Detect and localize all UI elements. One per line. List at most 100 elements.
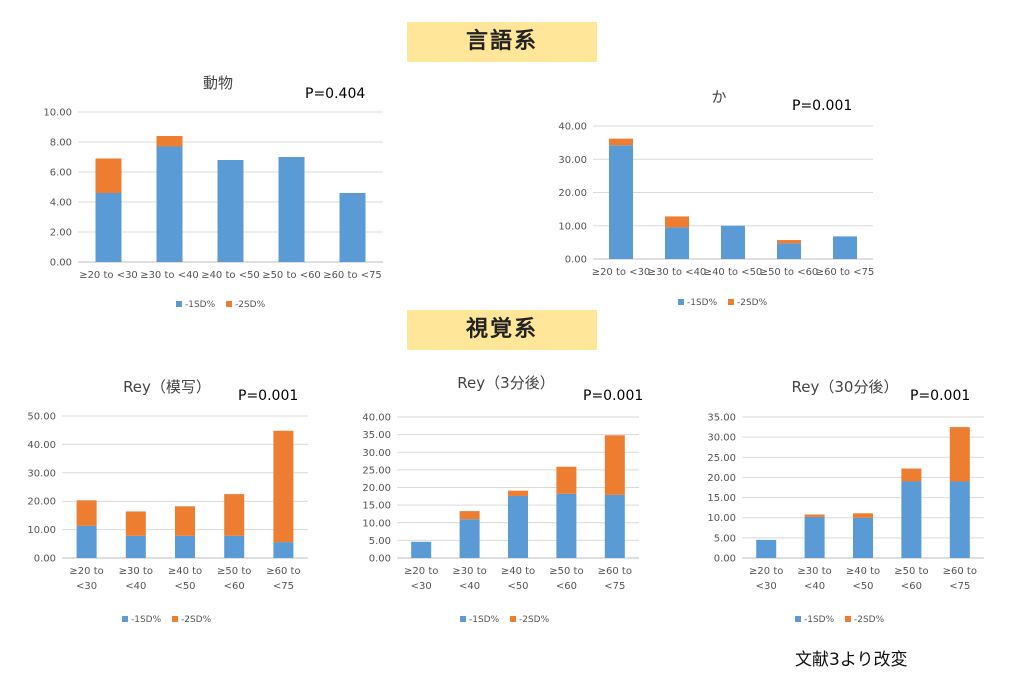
legend-swatch — [510, 616, 516, 622]
y-tick-label: 35.00 — [707, 413, 736, 424]
y-tick-label: 0.00 — [369, 554, 391, 565]
bar-sd1-5 — [604, 494, 625, 558]
bar-sd2-4 — [777, 240, 801, 244]
x-tick-label: <40 — [459, 581, 480, 592]
bar-sd2-2 — [125, 511, 146, 536]
x-tick-label: ≥60 to <75 — [323, 270, 382, 281]
bar-sd2-2 — [665, 216, 689, 228]
x-tick-label: ≥50 to — [894, 566, 928, 577]
y-tick-label: 0.00 — [714, 554, 736, 565]
chart-rey-copy: 0.00 10.00 20.00 30.00 40.00 50.00 ≥20 to <30 ≥3… — [27, 378, 308, 625]
legend-swatch — [172, 616, 178, 622]
y-tick-label: 20.00 — [362, 483, 391, 494]
y-tick-label: 10.00 — [362, 518, 391, 529]
y-tick-label: 50.00 — [27, 412, 56, 423]
bar-sd1-1 — [756, 539, 777, 558]
bar-sd1-3 — [508, 495, 528, 558]
p-value-annotation: P=0.001 — [910, 388, 970, 404]
bar-sd1-2 — [665, 227, 689, 259]
bar-sd1-1 — [609, 145, 633, 259]
x-tick-label: <50 — [852, 581, 873, 592]
x-tick-label: ≥60 to <75 — [816, 267, 875, 278]
legend-label: -1SD% — [185, 300, 216, 310]
legend-label: -2SD% — [519, 615, 550, 625]
x-tick-label: ≥20 to <30 — [79, 270, 138, 281]
x-tick-label: ≥30 to <40 — [648, 267, 707, 278]
x-tick-label: ≥20 to — [749, 566, 783, 577]
chart-ka: 0.00 10.00 20.00 30.00 40.00 ≥20 to <30≥30 to… — [558, 88, 874, 308]
bar-sd2-4 — [224, 494, 245, 536]
bar-sd1-1 — [411, 541, 432, 558]
chart-title: Rey（模写） — [123, 378, 211, 396]
bar-sd1-3 — [853, 517, 873, 558]
section-banner-visual: 視覚系 — [407, 310, 597, 350]
y-tick-label: 0.00 — [50, 258, 72, 269]
x-tick-label: <50 — [174, 581, 195, 592]
y-tick-label: 15.00 — [707, 493, 736, 504]
chart-rey-30min: 0.00 5.00 10.00 15.00 20.00 25.00 30.00 35.00 ≥2… — [707, 378, 984, 625]
x-tick-label: <60 — [556, 581, 577, 592]
x-tick-label: <60 — [224, 581, 245, 592]
legend-swatch — [845, 616, 851, 622]
bar-sd2-4 — [556, 466, 577, 494]
y-tick-label: 30.00 — [558, 155, 587, 166]
chart-title: Rey（3分後） — [457, 374, 554, 392]
section-banner-language: 言語系 — [407, 22, 597, 62]
bar-sd1-1 — [76, 525, 97, 558]
x-tick-label: ≥20 to — [404, 566, 438, 577]
bar-sd1-3 — [721, 225, 745, 259]
x-tick-label: ≥30 to <40 — [140, 270, 199, 281]
x-tick-label: ≥40 to — [168, 566, 202, 577]
legend-swatch — [226, 301, 232, 307]
bar-sd1-2 — [125, 535, 146, 558]
legend-swatch — [678, 299, 684, 305]
y-tick-label: 40.00 — [362, 413, 391, 424]
y-tick-label: 4.00 — [50, 198, 72, 209]
y-tick-label: 30.00 — [362, 448, 391, 459]
x-tick-label: ≥60 to — [943, 566, 977, 577]
x-tick-label: ≥50 to — [217, 566, 251, 577]
legend-label: -1SD% — [804, 615, 835, 625]
y-tick-label: 25.00 — [707, 453, 736, 464]
y-tick-label: 5.00 — [714, 533, 736, 544]
legend-label: -2SD% — [737, 298, 768, 308]
y-tick-label: 0.00 — [565, 255, 587, 266]
x-tick-label: <30 — [76, 581, 97, 592]
bar-sd1-5 — [273, 542, 294, 558]
chart-title: か — [711, 88, 726, 106]
bar-sd2-2 — [804, 514, 825, 517]
legend-swatch — [176, 301, 182, 307]
x-tick-label: ≥40 to — [501, 566, 535, 577]
y-tick-label: 6.00 — [50, 168, 72, 179]
x-tick-label: ≥50 to <60 — [262, 270, 321, 281]
p-value-annotation: P=0.001 — [792, 98, 852, 114]
y-tick-label: 25.00 — [362, 465, 391, 476]
source-note: 文献3より改変 — [795, 650, 908, 670]
p-value-annotation: P=0.001 — [238, 388, 298, 404]
bar-sd2-5 — [949, 427, 970, 482]
bar-sd1-4 — [224, 535, 245, 558]
bar-sd2-3 — [175, 506, 195, 536]
x-tick-label: ≥60 to — [266, 566, 300, 577]
x-tick-label: ≥40 to <50 — [201, 270, 260, 281]
legend-swatch — [460, 616, 466, 622]
y-tick-label: 40.00 — [558, 122, 587, 133]
bar-sd2-2 — [459, 511, 480, 520]
legend-label: -1SD% — [469, 615, 500, 625]
bar-sd2-1 — [76, 500, 97, 526]
x-tick-label: ≥30 to — [119, 566, 153, 577]
bar-sd2-1 — [609, 138, 633, 146]
bar-sd2-2 — [156, 136, 183, 147]
y-tick-label: 20.00 — [707, 473, 736, 484]
y-tick-label: 2.00 — [50, 228, 72, 239]
x-tick-label: ≥50 to <60 — [760, 267, 819, 278]
y-tick-label: 0.00 — [34, 554, 56, 565]
x-tick-label: <75 — [273, 581, 294, 592]
y-tick-label: 10.00 — [27, 525, 56, 536]
bar-sd1-2 — [804, 516, 825, 558]
x-tick-label: ≥50 to — [549, 566, 583, 577]
bar-sd2-5 — [604, 435, 625, 495]
chart-title: 動物 — [203, 74, 233, 92]
bar-sd2-4 — [901, 468, 922, 482]
x-tick-label: ≥60 to — [598, 566, 632, 577]
